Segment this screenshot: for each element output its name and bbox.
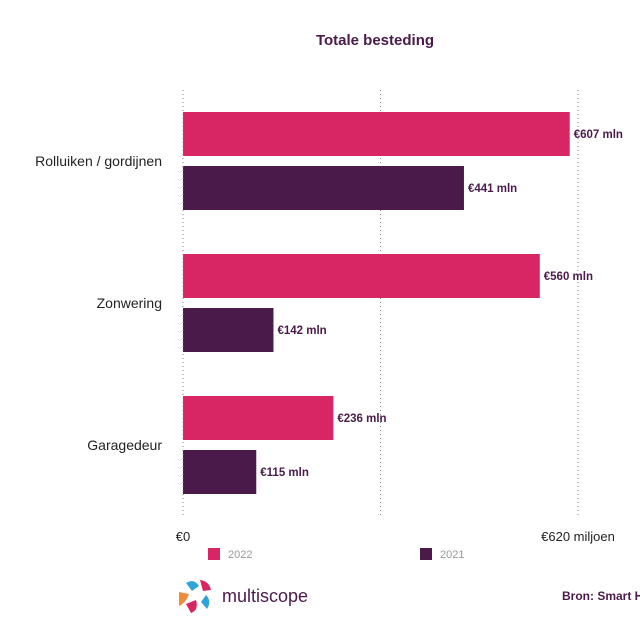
legend: 2022 2021 — [208, 548, 464, 561]
multiscope-logo: multiscope — [179, 580, 308, 613]
category-labels: Rolluiken / gordijnen Zonwering Garagedeur — [35, 153, 162, 453]
logo-mark-icon — [179, 580, 211, 613]
legend-label-2021: 2021 — [440, 549, 464, 561]
chart-title: Totale besteding — [316, 32, 434, 49]
legend-swatch-2021 — [420, 548, 432, 560]
tick-label-max: €620 miljoen — [541, 529, 615, 544]
bar-2021 — [183, 166, 464, 210]
category-label: Garagedeur — [87, 437, 162, 453]
data-label: €115 mln — [260, 467, 309, 479]
bar-2022 — [183, 112, 570, 156]
data-label: €560 mln — [544, 271, 593, 283]
bar-2021 — [183, 450, 257, 494]
category-label: Rolluiken / gordijnen — [35, 153, 162, 169]
bar-2022 — [183, 254, 540, 298]
data-label: €236 mln — [337, 413, 386, 425]
data-label: €607 mln — [574, 129, 623, 141]
tick-label-min: €0 — [176, 529, 190, 544]
bar-2022 — [183, 396, 334, 440]
legend-label-2022: 2022 — [228, 549, 252, 561]
logo-text: multiscope — [222, 586, 308, 606]
legend-swatch-2022 — [208, 548, 220, 560]
bar-2021 — [183, 308, 274, 352]
category-label: Zonwering — [97, 295, 162, 311]
data-label: €142 mln — [277, 325, 326, 337]
data-label: €441 mln — [468, 183, 517, 195]
grid-lines — [380, 90, 579, 518]
source-note: Bron: Smart H — [562, 589, 640, 603]
bars: €607 mln €441 mln €560 mln €142 mln €236 mln… — [183, 112, 623, 494]
